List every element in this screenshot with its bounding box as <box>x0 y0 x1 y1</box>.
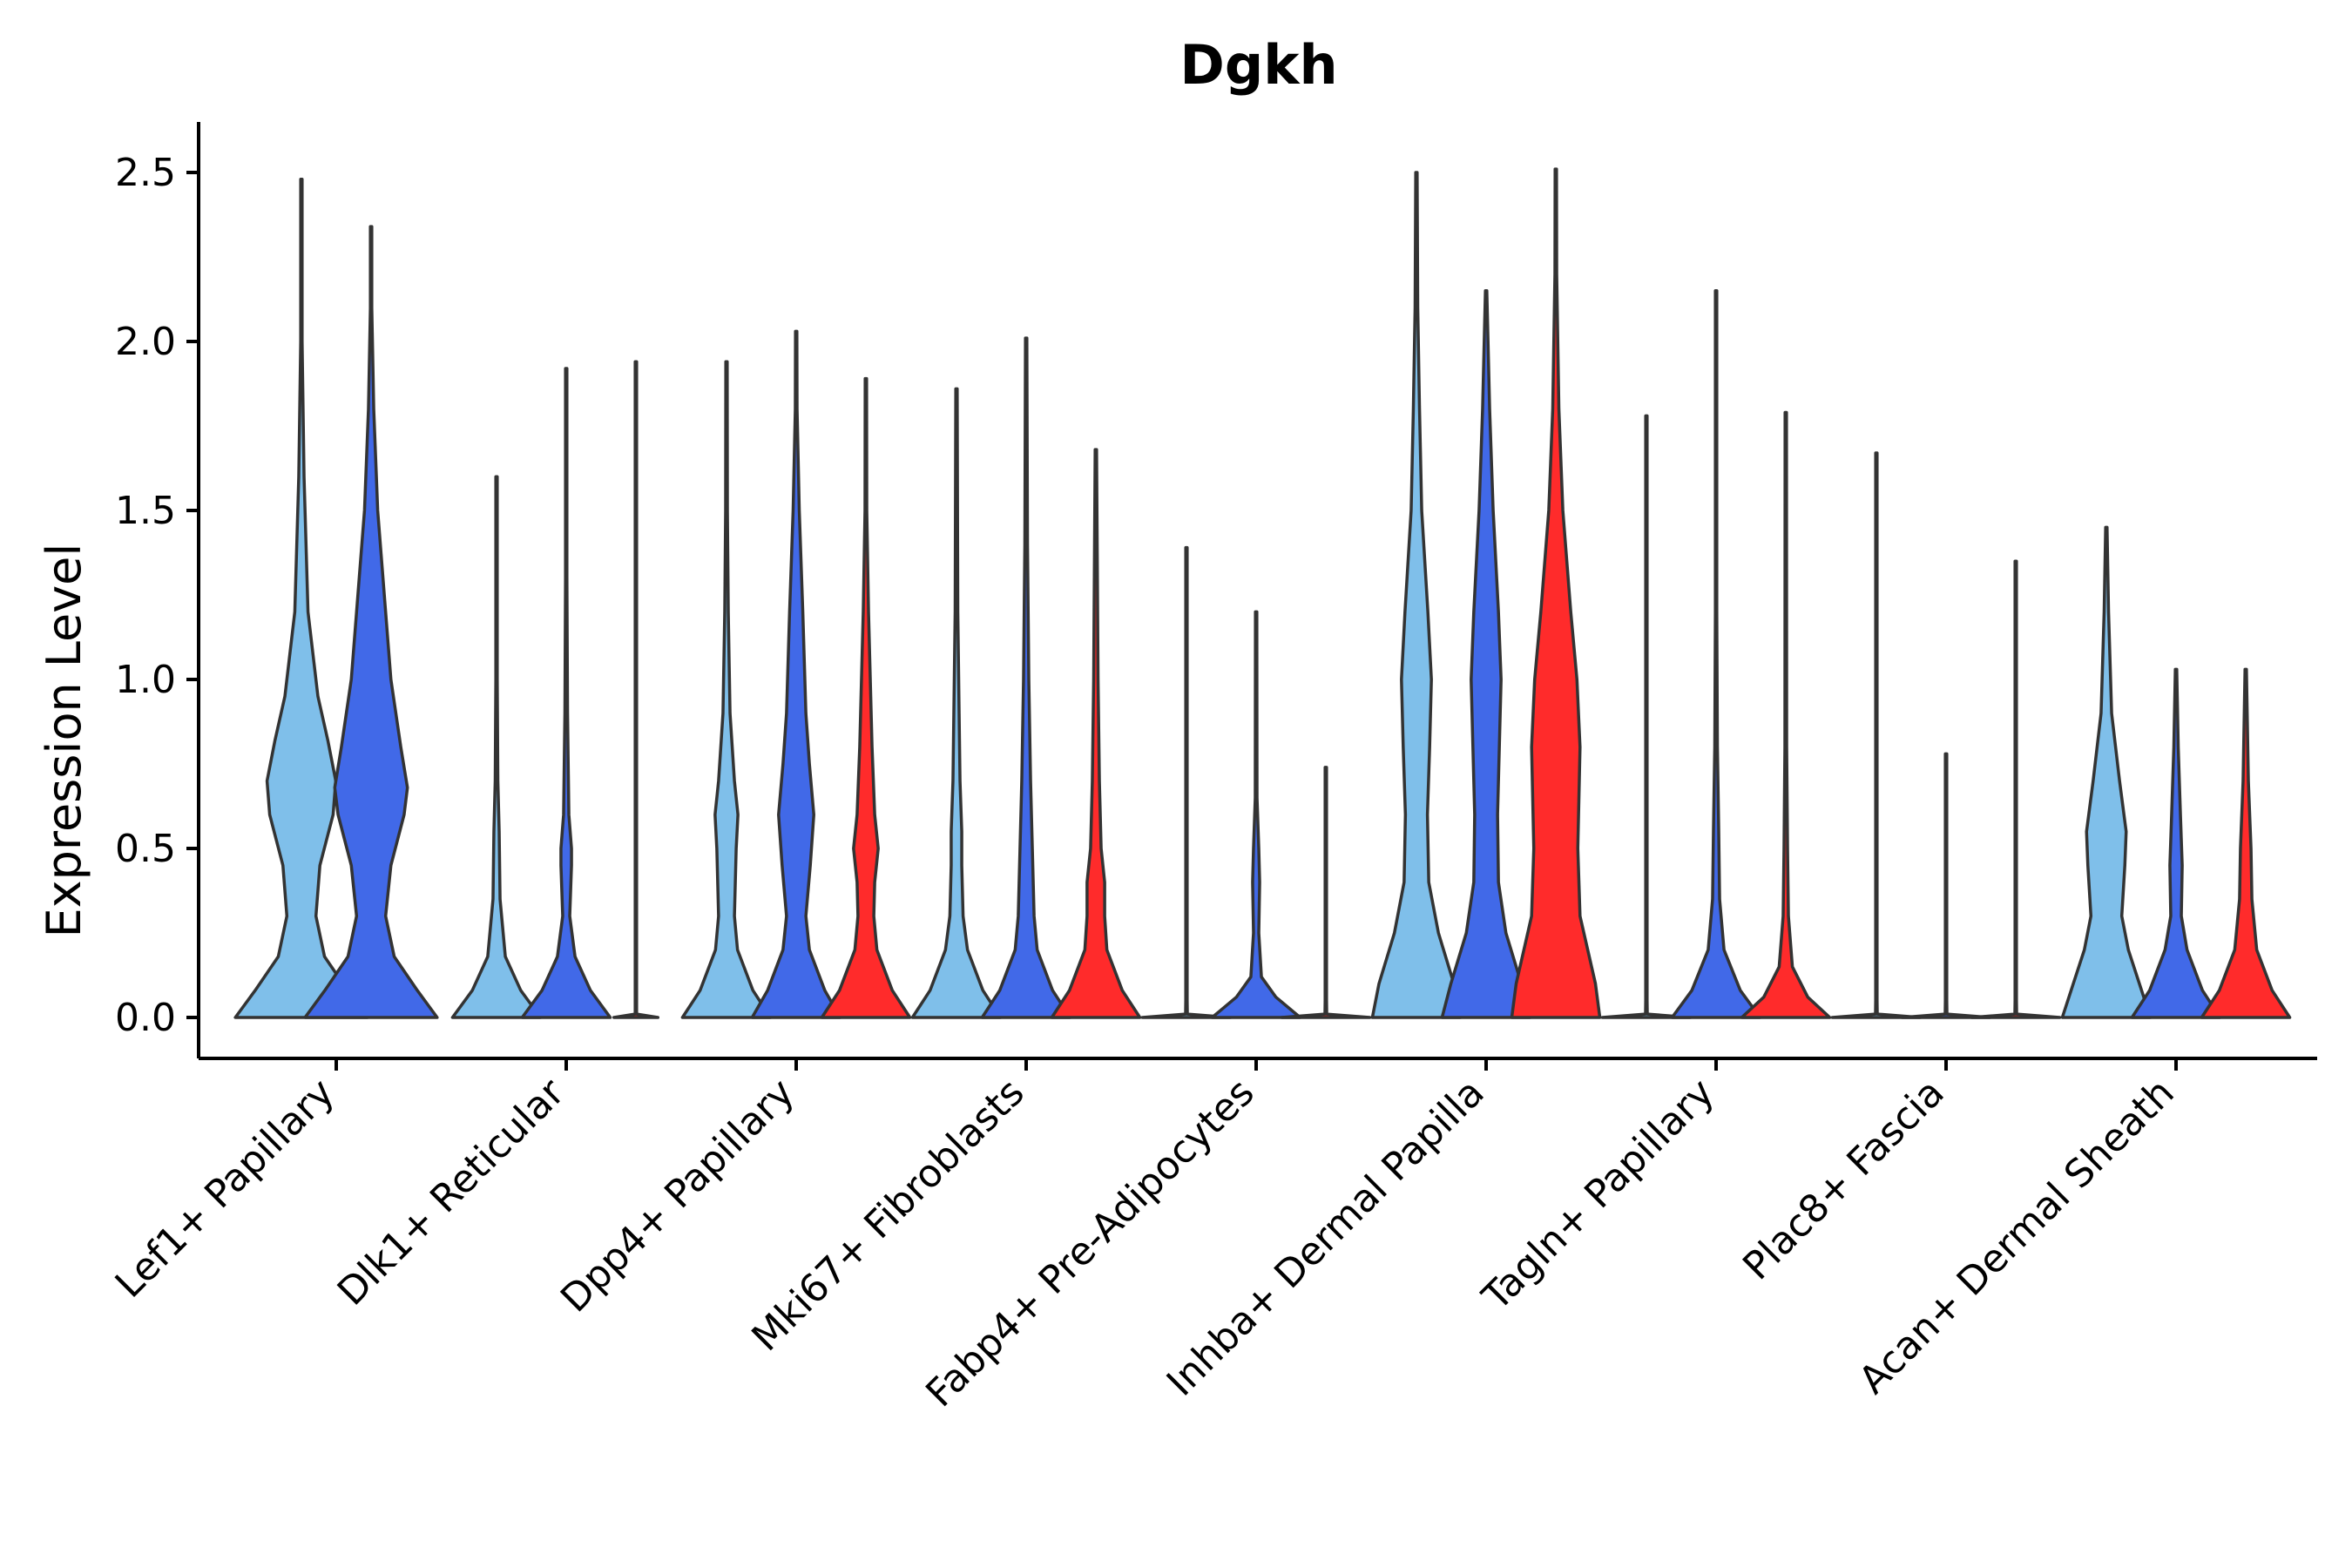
violin-light <box>233 178 369 1019</box>
violin-red <box>820 376 912 1019</box>
violin-red <box>1280 766 1372 1019</box>
y-tick-label: 1.0 <box>115 658 176 702</box>
violin-medium <box>1210 610 1302 1019</box>
violin-light <box>450 475 543 1019</box>
violin-medium <box>520 367 612 1019</box>
x-tick-label: Plac8+ Fascia <box>1734 1071 1953 1289</box>
y-tick-label: 2.5 <box>115 151 176 195</box>
violin-red <box>1050 448 1142 1019</box>
violin-light <box>910 387 1003 1019</box>
x-tick-label: Lef1+ Papillary <box>107 1071 343 1307</box>
x-tick-label: Dpp4+ Papillary <box>552 1071 803 1321</box>
violin-red <box>2200 667 2292 1019</box>
x-tick-label: Tagln+ Papillary <box>1474 1071 1723 1320</box>
y-axis-label: Expression Level <box>37 544 91 938</box>
violin-medium <box>980 336 1072 1019</box>
violin-medium <box>1670 289 1762 1019</box>
violin-light <box>1600 414 1693 1019</box>
y-tick-label: 0.0 <box>115 996 176 1040</box>
violin-red <box>1510 167 1602 1019</box>
y-axis: 0.0 0.5 1.0 1.5 2.0 2.5 <box>115 122 200 1058</box>
violin-medium <box>750 329 842 1019</box>
chart-title: Dgkh <box>1179 33 1337 97</box>
violin-light <box>2060 525 2153 1019</box>
violin-light <box>1370 171 1463 1019</box>
violin-red <box>612 360 660 1019</box>
violin-medium <box>2130 667 2222 1019</box>
violin-light <box>680 360 773 1019</box>
y-tick-label: 0.5 <box>115 827 176 871</box>
violin-medium <box>1900 752 1992 1019</box>
violin-medium <box>303 225 439 1019</box>
violin-layer <box>233 167 2292 1019</box>
violin-red <box>1740 410 1832 1019</box>
violin-red <box>1970 559 2062 1019</box>
violin-light <box>1140 545 1233 1019</box>
x-tick-label: Dlk1+ Reticular <box>329 1070 574 1315</box>
y-tick-label: 2.0 <box>115 320 176 364</box>
violin-medium <box>1440 289 1532 1019</box>
violin-light <box>1830 451 1923 1019</box>
y-tick-label: 1.5 <box>115 489 176 533</box>
